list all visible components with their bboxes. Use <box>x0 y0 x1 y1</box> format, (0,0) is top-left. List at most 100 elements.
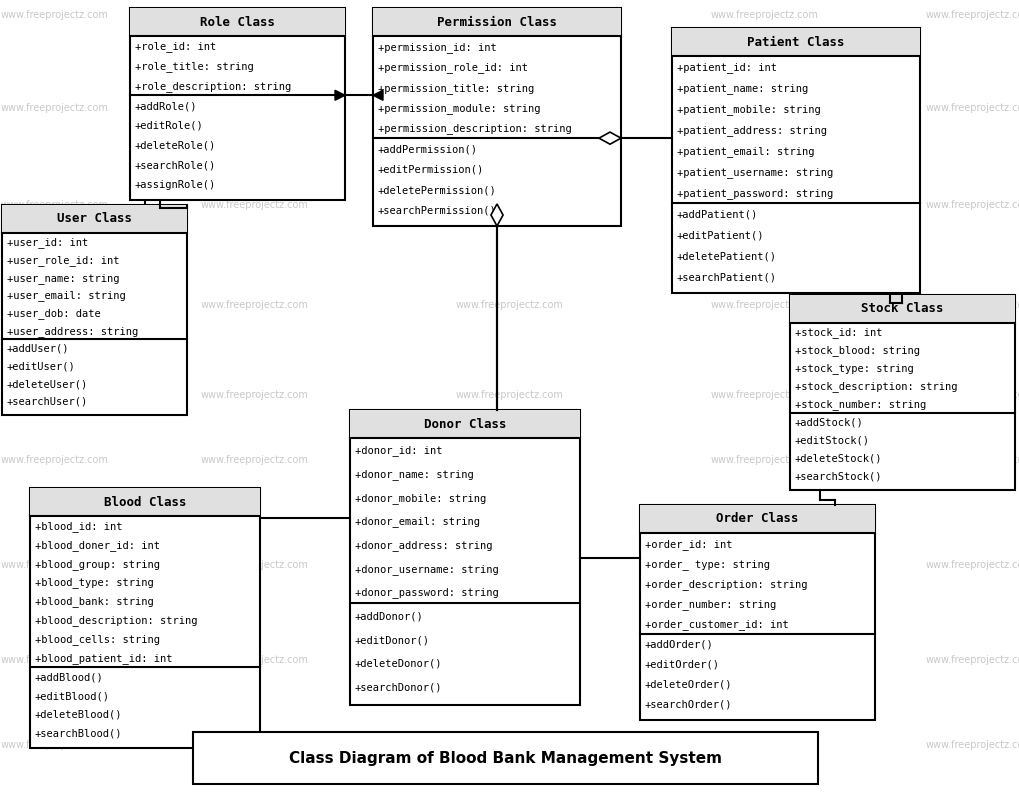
Bar <box>672 28 919 293</box>
Text: +donor_address: string: +donor_address: string <box>355 540 492 551</box>
Text: +patient_password: string: +patient_password: string <box>677 188 833 199</box>
Text: +donor_username: string: +donor_username: string <box>355 564 498 574</box>
Text: Role Class: Role Class <box>200 16 275 29</box>
Text: www.freeprojectz.com: www.freeprojectz.com <box>710 300 818 310</box>
Text: +deletePermission(): +deletePermission() <box>378 185 496 196</box>
Text: www.freeprojectz.com: www.freeprojectz.com <box>1 655 109 665</box>
Polygon shape <box>373 90 382 101</box>
Text: +deletePatient(): +deletePatient() <box>677 251 776 261</box>
Bar <box>2 205 186 233</box>
Text: +permission_description: string: +permission_description: string <box>378 124 572 135</box>
Text: +user_email: string: +user_email: string <box>7 291 125 301</box>
Text: +editStock(): +editStock() <box>794 436 869 446</box>
Text: www.freeprojectz.com: www.freeprojectz.com <box>710 200 818 210</box>
Text: www.freeprojectz.com: www.freeprojectz.com <box>455 300 564 310</box>
Text: www.freeprojectz.com: www.freeprojectz.com <box>201 200 309 210</box>
Text: +stock_type: string: +stock_type: string <box>794 364 913 375</box>
Bar <box>350 410 580 438</box>
Text: www.freeprojectz.com: www.freeprojectz.com <box>201 390 309 400</box>
Text: www.freeprojectz.com: www.freeprojectz.com <box>201 103 309 113</box>
Text: +blood_patient_id: int: +blood_patient_id: int <box>35 653 172 664</box>
Text: +addOrder(): +addOrder() <box>644 640 713 649</box>
Text: +patient_mobile: string: +patient_mobile: string <box>677 104 820 115</box>
Text: www.freeprojectz.com: www.freeprojectz.com <box>710 560 818 570</box>
Text: www.freeprojectz.com: www.freeprojectz.com <box>201 655 309 665</box>
Bar <box>350 410 580 705</box>
Text: www.freeprojectz.com: www.freeprojectz.com <box>455 740 564 750</box>
Bar <box>790 295 1014 323</box>
Text: +editRole(): +editRole() <box>135 121 204 131</box>
Text: +editPermission(): +editPermission() <box>378 165 484 175</box>
Text: www.freeprojectz.com: www.freeprojectz.com <box>455 655 564 665</box>
Text: +patient_id: int: +patient_id: int <box>677 62 776 73</box>
Text: Donor Class: Donor Class <box>423 417 505 431</box>
Text: +addUser(): +addUser() <box>7 344 69 354</box>
Text: +searchPermission(): +searchPermission() <box>378 206 496 215</box>
Text: www.freeprojectz.com: www.freeprojectz.com <box>201 740 309 750</box>
Bar <box>129 8 344 200</box>
Text: +searchBlood(): +searchBlood() <box>35 729 122 739</box>
Bar <box>373 8 621 226</box>
Text: +stock_description: string: +stock_description: string <box>794 381 957 392</box>
Text: +order_number: string: +order_number: string <box>644 599 775 610</box>
Text: www.freeprojectz.com: www.freeprojectz.com <box>201 300 309 310</box>
Text: +user_address: string: +user_address: string <box>7 326 139 337</box>
Text: +addRole(): +addRole() <box>135 101 198 111</box>
Text: www.freeprojectz.com: www.freeprojectz.com <box>925 390 1019 400</box>
Text: www.freeprojectz.com: www.freeprojectz.com <box>201 560 309 570</box>
Text: +permission_role_id: int: +permission_role_id: int <box>378 63 528 73</box>
Text: +editBlood(): +editBlood() <box>35 691 110 701</box>
Text: +searchRole(): +searchRole() <box>135 161 216 170</box>
Text: www.freeprojectz.com: www.freeprojectz.com <box>710 455 818 465</box>
Text: +searchDonor(): +searchDonor() <box>355 682 442 692</box>
Text: www.freeprojectz.com: www.freeprojectz.com <box>710 10 818 20</box>
Text: +patient_email: string: +patient_email: string <box>677 146 814 157</box>
Text: +order_id: int: +order_id: int <box>644 539 732 550</box>
Text: +searchOrder(): +searchOrder() <box>644 700 732 710</box>
Text: www.freeprojectz.com: www.freeprojectz.com <box>710 740 818 750</box>
Text: www.freeprojectz.com: www.freeprojectz.com <box>1 200 109 210</box>
Text: www.freeprojectz.com: www.freeprojectz.com <box>710 103 818 113</box>
Text: +addPatient(): +addPatient() <box>677 209 757 219</box>
Text: +blood_cells: string: +blood_cells: string <box>35 634 160 645</box>
Text: +deleteOrder(): +deleteOrder() <box>644 680 732 690</box>
Polygon shape <box>598 132 621 144</box>
Text: +blood_description: string: +blood_description: string <box>35 615 198 626</box>
Text: Stock Class: Stock Class <box>860 303 943 315</box>
Text: www.freeprojectz.com: www.freeprojectz.com <box>1 103 109 113</box>
Text: www.freeprojectz.com: www.freeprojectz.com <box>455 390 564 400</box>
Text: www.freeprojectz.com: www.freeprojectz.com <box>710 655 818 665</box>
Text: +permission_title: string: +permission_title: string <box>378 82 534 93</box>
Bar <box>2 205 186 415</box>
Text: +blood_type: string: +blood_type: string <box>35 577 154 588</box>
Text: www.freeprojectz.com: www.freeprojectz.com <box>925 655 1019 665</box>
Text: +searchStock(): +searchStock() <box>794 471 881 482</box>
Text: www.freeprojectz.com: www.freeprojectz.com <box>710 390 818 400</box>
Text: www.freeprojectz.com: www.freeprojectz.com <box>201 10 309 20</box>
Text: www.freeprojectz.com: www.freeprojectz.com <box>925 455 1019 465</box>
Bar <box>30 488 260 748</box>
Text: +addStock(): +addStock() <box>794 417 863 428</box>
Text: Order Class: Order Class <box>715 512 798 526</box>
Text: www.freeprojectz.com: www.freeprojectz.com <box>455 200 564 210</box>
Bar <box>373 8 621 36</box>
Text: +addBlood(): +addBlood() <box>35 672 104 682</box>
Text: +blood_group: string: +blood_group: string <box>35 558 160 569</box>
Text: +role_description: string: +role_description: string <box>135 81 291 92</box>
Text: +user_id: int: +user_id: int <box>7 238 89 248</box>
Text: www.freeprojectz.com: www.freeprojectz.com <box>925 200 1019 210</box>
Bar <box>639 505 874 533</box>
Text: +order_ type: string: +order_ type: string <box>644 558 769 569</box>
Text: +patient_username: string: +patient_username: string <box>677 167 833 178</box>
Text: +patient_name: string: +patient_name: string <box>677 83 807 94</box>
Bar <box>193 732 817 784</box>
Text: +assignRole(): +assignRole() <box>135 181 216 190</box>
Text: +stock_blood: string: +stock_blood: string <box>794 345 919 356</box>
Polygon shape <box>490 204 502 226</box>
Text: +donor_mobile: string: +donor_mobile: string <box>355 493 486 504</box>
Text: +editOrder(): +editOrder() <box>644 660 719 670</box>
Text: +user_dob: date: +user_dob: date <box>7 308 101 319</box>
Text: +donor_name: string: +donor_name: string <box>355 469 473 480</box>
Text: +stock_id: int: +stock_id: int <box>794 327 881 338</box>
Text: +editUser(): +editUser() <box>7 361 75 371</box>
